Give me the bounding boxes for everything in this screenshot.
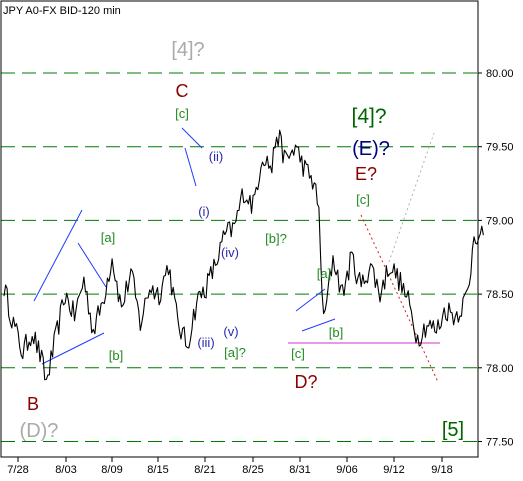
channel-line	[295, 288, 326, 312]
annotation-a-right: [a]	[317, 266, 331, 281]
price-layer	[3, 129, 484, 381]
plot-frame	[0, 0, 479, 458]
x-tick-label: 9/12	[383, 464, 404, 476]
x-tick-label: 8/03	[55, 464, 76, 476]
y-tick-label: 78.50	[486, 289, 514, 301]
annotation-wave-4-grey: [4]?	[171, 39, 204, 61]
annotation-wave-5: [5]	[442, 419, 464, 441]
channel-line	[33, 209, 83, 302]
channel-line	[301, 318, 336, 332]
annotation-c-minor-top: [c]	[175, 106, 189, 121]
annotation-a-query: [a]?	[224, 345, 246, 360]
x-tick-label: 8/09	[101, 464, 122, 476]
annotation-wave-4-green: [4]?	[351, 105, 386, 128]
annotation-d: D?	[294, 372, 317, 392]
projection-down-line	[360, 214, 439, 383]
annotation-a-left: [a]	[101, 230, 115, 245]
x-tick-label: 9/18	[431, 464, 452, 476]
annotation-b-right: [b]	[329, 325, 343, 340]
x-tick-label: 8/31	[289, 464, 310, 476]
overlay-layer	[33, 127, 440, 383]
annotation-c-bottom: [c]	[291, 346, 305, 361]
x-tick-label: 8/21	[194, 464, 215, 476]
y-tick-label: 78.00	[486, 363, 514, 375]
x-tick-label: 9/06	[336, 464, 357, 476]
annotation-iv: (iv)	[221, 245, 239, 260]
annotation-b-query: [b]?	[265, 231, 287, 246]
annotation-v: (v)	[223, 324, 238, 339]
annotation-ii: (ii)	[209, 149, 223, 164]
annotation-c-minor-e: [c]	[356, 192, 370, 207]
y-tick-label: 80.00	[486, 68, 514, 80]
grid-layer	[1, 72, 478, 442]
annotation-b-major: B	[27, 394, 39, 414]
channel-line	[41, 332, 105, 365]
label-layer: [4]? C [c] [4]? (E)? E? [c] (ii) (i) [a] (iv) [b]? […	[20, 39, 465, 442]
axis-layer: 77.50 78.00 78.50 79.00 79.50 80.00 7/28 8/03 8/…	[0, 0, 514, 476]
chart-title: JPY A0-FX BID-120 min	[3, 5, 121, 17]
annotation-c-major: C	[176, 81, 189, 101]
annotation-iii: (iii)	[197, 335, 214, 350]
x-tick-label: 8/15	[147, 464, 168, 476]
annotation-e-intermediate: (E)?	[352, 138, 390, 160]
y-tick-label: 79.50	[486, 142, 514, 154]
annotation-d-intermediate: (D)?	[20, 420, 59, 442]
annotation-e-minor: E?	[355, 164, 377, 184]
x-tick-label: 8/25	[242, 464, 263, 476]
annotation-b-left: [b]	[109, 348, 123, 363]
channel-line	[77, 242, 107, 288]
channel-line	[184, 147, 197, 187]
y-tick-label: 77.50	[486, 437, 514, 449]
channel-line	[181, 127, 203, 149]
price-line	[3, 129, 484, 381]
annotation-i: (i)	[198, 204, 210, 219]
x-tick-label: 7/28	[7, 464, 28, 476]
y-tick-label: 79.00	[486, 215, 514, 227]
